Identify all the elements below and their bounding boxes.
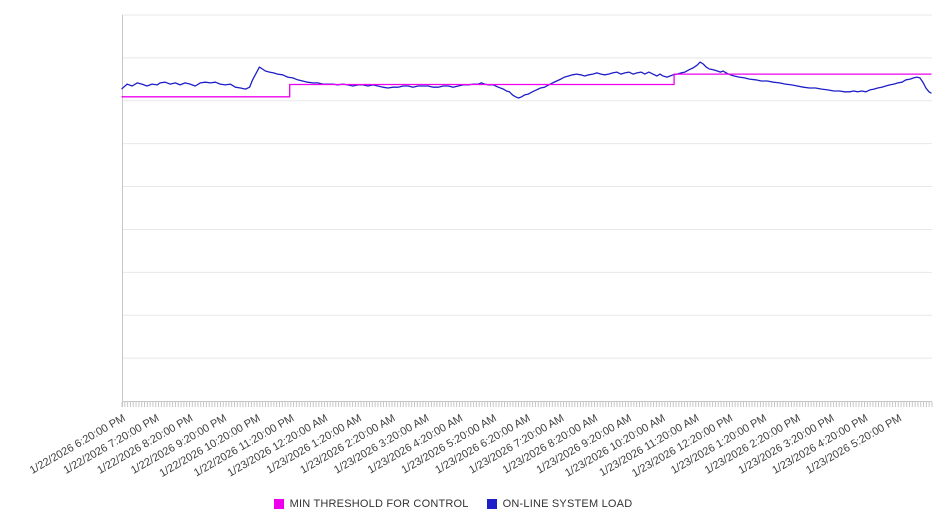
legend-label-min-threshold: MIN THRESHOLD FOR CONTROL bbox=[289, 498, 469, 510]
legend-swatch-online-system-load-icon bbox=[486, 499, 497, 509]
legend-item-online-system-load[interactable]: ON-LINE SYSTEM LOAD bbox=[486, 498, 633, 510]
legend-label-online-system-load: ON-LINE SYSTEM LOAD bbox=[502, 498, 633, 510]
line-chart-plot: 1/22/2026 6:20:00 PM1/22/2026 7:20:00 PM… bbox=[28, 14, 933, 480]
series-line-on-line-system-load bbox=[121, 61, 932, 99]
chart-legend: MIN THRESHOLD FOR CONTROL ON-LINE SYSTEM… bbox=[0, 498, 926, 510]
legend-item-min-threshold[interactable]: MIN THRESHOLD FOR CONTROL bbox=[273, 498, 469, 510]
gridlines bbox=[122, 14, 932, 359]
series-line-min-threshold-for-control bbox=[121, 73, 932, 98]
x-axis-labels: 1/22/2026 6:20:00 PM1/22/2026 7:20:00 PM… bbox=[28, 412, 904, 480]
legend-swatch-min-threshold-icon bbox=[273, 499, 284, 509]
x-axis-minor-ticks bbox=[121, 402, 933, 407]
axes bbox=[122, 15, 932, 407]
